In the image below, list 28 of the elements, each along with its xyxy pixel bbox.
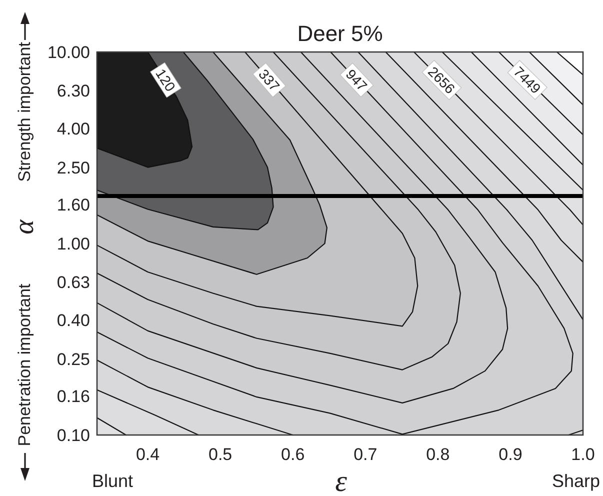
y-tick-label: 10.00	[47, 43, 90, 62]
chart-title: Deer 5%	[297, 21, 383, 46]
y-tick-label: 0.25	[56, 350, 90, 369]
y-tick-label: 1.60	[56, 196, 90, 215]
y-tick-label: 0.16	[56, 387, 90, 406]
text: Penetration important	[15, 283, 34, 446]
x-axis-title: ε	[335, 465, 348, 496]
y-tick-label: 0.40	[56, 310, 90, 330]
x-tick-label: 0.5	[208, 445, 232, 464]
x-tick-label: 0.7	[354, 445, 378, 464]
text: 337	[256, 66, 284, 94]
y-tick-label: 1.00	[56, 234, 90, 254]
x-tick-label: 0.8	[426, 445, 450, 464]
y-tick-label: 0.10	[56, 426, 90, 446]
text: Blunt	[92, 471, 134, 491]
x-tick-label: 0.9	[498, 445, 522, 464]
x-tick-label: 0.6	[281, 445, 305, 464]
y-tick-label: 0.63	[56, 273, 90, 292]
y-tick-label: 2.50	[56, 158, 90, 178]
x-tick-label: 1.0	[571, 445, 595, 464]
y-tick-label: 6.30	[56, 82, 90, 101]
text: Strength important	[15, 42, 34, 182]
series-label: 120	[152, 66, 179, 94]
x-tick-label: 0.4	[136, 445, 160, 464]
y-axis-title: α	[9, 218, 40, 234]
y-tick-label: 4.00	[56, 119, 90, 138]
text: 947	[342, 66, 371, 94]
text: Sharp	[552, 471, 600, 491]
